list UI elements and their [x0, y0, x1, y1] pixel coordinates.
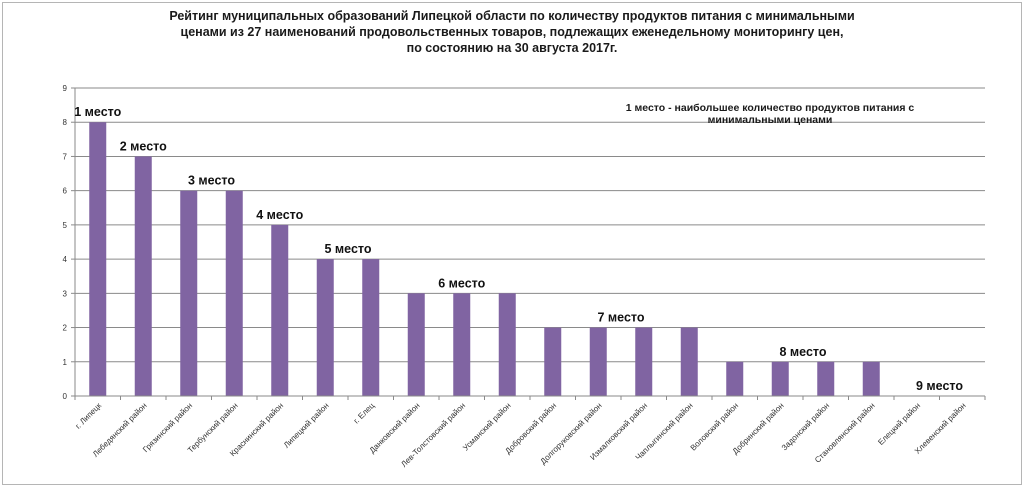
- place-label: 7 место: [597, 311, 644, 325]
- bar: [817, 361, 835, 396]
- chart-title-line-1: Рейтинг муниципальных образований Липецк…: [169, 9, 855, 23]
- x-tick-label: Добринский район: [731, 401, 786, 456]
- x-tick-label: Усманский район: [461, 401, 512, 452]
- bar: [362, 259, 380, 396]
- y-tick-label: 5: [63, 221, 68, 230]
- place-label: 4 место: [256, 208, 303, 222]
- bar: [635, 327, 653, 396]
- annotation-line-1: 1 место - наибольшее количество продукто…: [626, 102, 915, 114]
- place-label: 8 место: [779, 345, 826, 359]
- chart-title: Рейтинг муниципальных образований Липецк…: [0, 8, 1024, 56]
- chart-title-line-2: ценами из 27 наименований продовольствен…: [180, 25, 844, 39]
- place-label: 2 место: [120, 139, 167, 153]
- y-tick-label: 4: [63, 255, 68, 264]
- x-tick-label: Тербунский район: [186, 401, 240, 455]
- place-label: 1 место: [74, 105, 121, 119]
- x-tick-label: г. Елец: [352, 401, 377, 426]
- place-label: 3 место: [188, 174, 235, 188]
- bar: [225, 190, 243, 396]
- x-tick-label: г. Липецк: [73, 401, 103, 431]
- x-tick-label: Хлевенский район: [913, 401, 968, 456]
- bar: [726, 361, 744, 396]
- bar: [134, 156, 152, 396]
- x-tick-label: Воловский район: [689, 401, 741, 453]
- bar: [862, 361, 880, 396]
- bar: [680, 327, 698, 396]
- bar: [271, 224, 289, 396]
- y-tick-label: 3: [63, 289, 68, 298]
- chart-title-line-3: по состоянию на 30 августа 2017г.: [406, 41, 618, 55]
- x-tick-label: Задонский район: [780, 401, 831, 452]
- bar: [180, 190, 198, 396]
- bar: [453, 293, 471, 396]
- y-tick-label: 6: [63, 187, 68, 196]
- y-tick-label: 9: [63, 84, 68, 93]
- x-tick-label: Липецкий район: [282, 401, 331, 450]
- bar: [316, 259, 334, 396]
- bar: [498, 293, 516, 396]
- annotation-line-2: минимальными ценами: [708, 114, 833, 126]
- y-tick-label: 8: [63, 118, 68, 127]
- place-label: 9 место: [916, 379, 963, 393]
- y-tick-label: 0: [63, 392, 68, 401]
- y-tick-label: 7: [63, 152, 68, 161]
- y-tick-label: 1: [63, 358, 68, 367]
- bar: [771, 361, 789, 396]
- x-tick-label: Грязинский район: [141, 401, 194, 454]
- bar: [589, 327, 607, 396]
- bar: [544, 327, 562, 396]
- place-label: 6 место: [438, 276, 485, 290]
- x-tick-label: Елецкий район: [876, 401, 922, 447]
- bar: [407, 293, 425, 396]
- place-label: 5 место: [324, 242, 371, 256]
- bar: [89, 122, 107, 396]
- y-tick-label: 2: [63, 324, 68, 333]
